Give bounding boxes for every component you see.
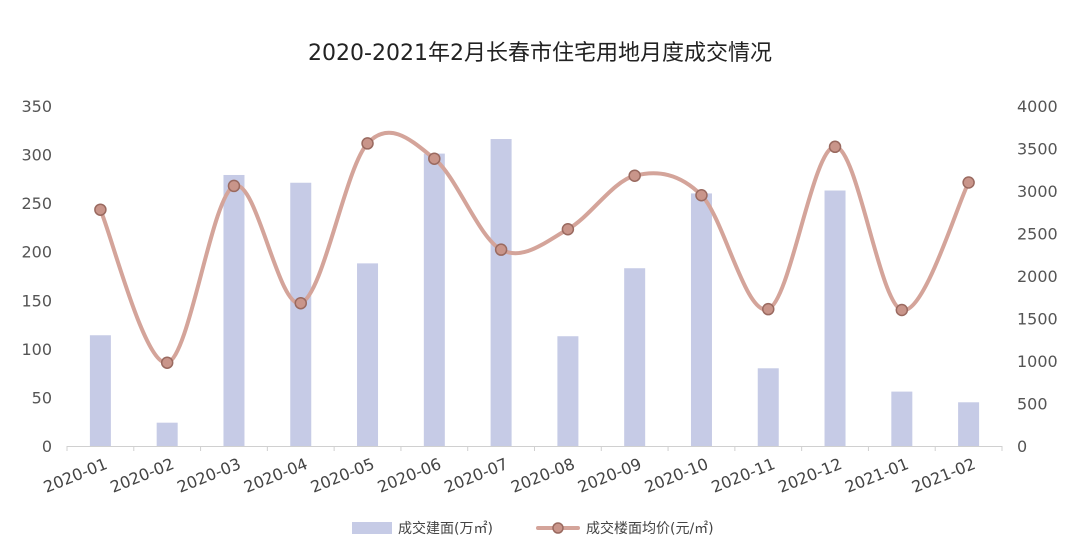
line-point (561, 223, 575, 236)
y-left-tick-label: 150 (21, 291, 52, 310)
y-left-tick-label: 300 (21, 146, 52, 165)
x-tick-label: 2020-11 (709, 454, 778, 497)
x-tick-label: 2020-02 (108, 454, 177, 497)
y-left-tick-label: 50 (32, 388, 52, 407)
legend-bar-label: 成交建面(万㎡) (398, 520, 493, 537)
bar (89, 335, 111, 446)
x-tick-label: 2020-10 (642, 454, 711, 497)
legend-line-marker (552, 522, 564, 534)
x-tick-label: 2020-05 (308, 454, 377, 497)
line-point (428, 152, 441, 165)
chart-title: 2020-2021年2月长春市住宅用地月度成交情况 (308, 41, 772, 66)
y-right-tick-label: 0 (1017, 437, 1027, 456)
x-tick-label: 2021-01 (842, 454, 911, 497)
legend: 成交建面(万㎡) 成交楼面均价(元/㎡) (352, 520, 714, 537)
line-point (962, 176, 975, 189)
bar (958, 402, 980, 446)
x-tick-label: 2020-06 (375, 454, 444, 497)
bar (423, 153, 445, 446)
line-point (828, 140, 842, 154)
bar (624, 268, 646, 446)
y-left-tick-label: 0 (42, 437, 52, 456)
x-tick-label: 2020-09 (575, 454, 644, 497)
y-right-tick-label: 3500 (1017, 140, 1058, 159)
y-right-tick-label: 1500 (1017, 310, 1058, 329)
line-series (94, 130, 975, 369)
y-left-tick-label: 100 (21, 340, 52, 359)
bar (690, 193, 712, 446)
bar (357, 263, 379, 446)
line-point (94, 203, 107, 216)
y-left-tick-label: 250 (21, 194, 52, 213)
bar-series (89, 139, 980, 446)
x-tick-label: 2020-04 (241, 454, 310, 497)
line-point (361, 137, 374, 150)
bar (223, 174, 245, 446)
bar (490, 139, 512, 446)
line-point (895, 303, 909, 317)
line-point (494, 243, 508, 256)
line-point (695, 189, 708, 202)
line-point (160, 356, 174, 369)
x-tick-label: 2020-08 (508, 454, 577, 497)
y-left-tick-label: 350 (21, 97, 52, 116)
y-left-tick-label: 200 (21, 243, 52, 262)
y-right-tick-label: 3000 (1017, 182, 1058, 201)
legend-bar-swatch (352, 522, 392, 534)
line-point (628, 169, 641, 182)
bar (891, 391, 913, 446)
line-point (294, 296, 307, 310)
bar (156, 422, 178, 446)
x-tick-label: 2020-07 (441, 454, 510, 497)
y-right-tick-label: 2000 (1017, 267, 1058, 286)
bar (757, 368, 779, 446)
line-point (227, 179, 241, 193)
x-tick-label: 2020-01 (41, 454, 110, 497)
x-tick-label: 2020-03 (174, 454, 243, 497)
bar (824, 190, 846, 446)
y-right-tick-label: 1000 (1017, 352, 1058, 371)
line-point (762, 302, 775, 316)
y-right-tick-label: 500 (1017, 395, 1048, 414)
bar (557, 336, 579, 446)
bar (290, 182, 312, 446)
y-right-tick-label: 4000 (1017, 97, 1058, 116)
x-tick-label: 2020-12 (775, 454, 844, 497)
legend-line-label: 成交楼面均价(元/㎡) (586, 520, 714, 537)
x-tick-label: 2021-02 (909, 454, 978, 497)
y-right-tick-label: 2500 (1017, 225, 1058, 244)
